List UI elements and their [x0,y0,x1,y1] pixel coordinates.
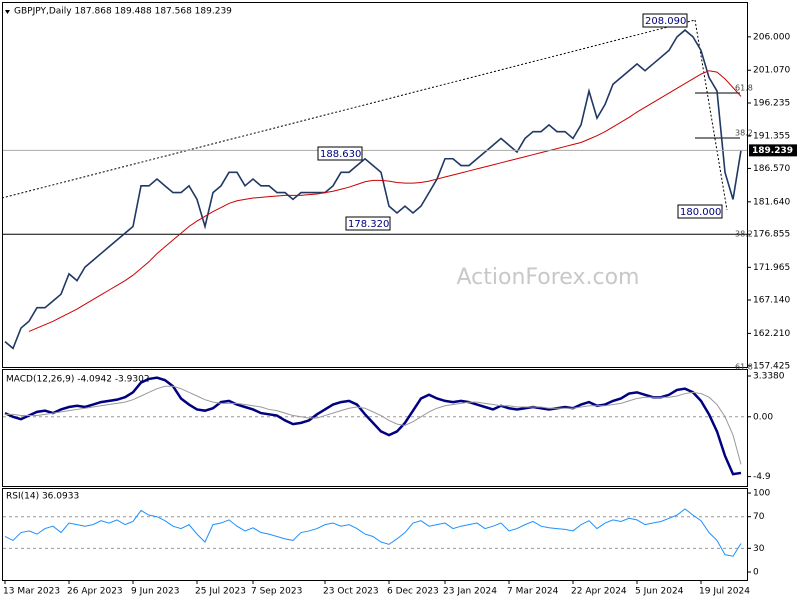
x-tick-label: 26 Apr 2023 [67,587,123,597]
chart-title: GBPJPY,Daily 187.868 189.488 187.568 189… [14,7,232,17]
y-tick-label: 162.210 [753,329,790,339]
annotation-box [642,13,688,28]
y-tick-label: 196.235 [753,98,790,108]
x-tick-label: 23 Oct 2023 [323,587,379,597]
macd-title: MACD(12,26,9) -4.0942 -3.9302 [6,375,150,385]
y-tick-label: 171.965 [753,263,790,273]
annotation-box [677,204,723,219]
price-tag [749,144,797,157]
rsi-panel [2,488,748,581]
annotation-box [317,146,363,161]
y-tick-label: 3.3380 [753,372,785,382]
annotation: 188.630 [320,149,361,160]
series-line [5,385,742,465]
x-tick-label: 5 Jun 2024 [635,587,684,597]
annotation: 180.000 [680,207,721,218]
price-panel [2,2,748,368]
annotation: 208.090 [645,16,686,27]
y-tick-label: 0.00 [753,412,773,422]
annotation-box [345,216,391,231]
y-tick-label: 186.570 [753,164,790,174]
watermark: ActionForex.com [457,265,640,290]
series-line [4,508,742,557]
x-tick-label: 13 Mar 2023 [3,587,60,597]
fib-swing-line [694,19,728,211]
annotation: 38.2 [735,230,753,239]
rsi-title: RSI(14) 36.0933 [6,492,79,502]
x-tick-label: 22 Apr 2024 [571,587,627,597]
y-tick-label: 181.640 [753,197,790,207]
macd-panel [2,369,748,487]
price-tag-label: 189.239 [752,146,793,156]
series-line [28,70,742,332]
y-tick-label: 0 [753,568,759,578]
menu-arrow [5,10,10,14]
series-line [4,376,742,476]
y-tick-label: 100 [753,489,770,499]
x-tick-label: 23 Jan 2024 [443,587,497,597]
x-tick-label: 19 Jul 2024 [699,587,750,597]
x-tick-label: 7 Mar 2024 [507,587,559,597]
annotation: 178.320 [348,219,389,230]
y-tick-label: -4.9 [753,472,771,482]
y-tick-label: 30 [753,544,765,554]
y-tick-label: 201.070 [753,66,790,76]
annotation: 61.8 [735,363,753,372]
y-tick-label: 167.140 [753,296,790,306]
y-tick-label: 176.855 [753,230,790,240]
trend-line [1,19,696,199]
x-tick-label: 25 Jul 2023 [195,587,246,597]
y-tick-label: 157.425 [753,361,790,371]
y-tick-label: 206.000 [753,32,790,42]
x-tick-label: 6 Dec 2023 [387,587,439,597]
annotation: 61.8 [735,84,753,93]
y-tick-label: 191.355 [753,132,790,142]
x-tick-label: 7 Sep 2023 [251,587,302,597]
annotation: 38.2 [735,129,753,138]
series-line [4,29,742,350]
y-tick-label: 70 [753,512,765,522]
x-tick-label: 9 Jun 2023 [131,587,179,597]
